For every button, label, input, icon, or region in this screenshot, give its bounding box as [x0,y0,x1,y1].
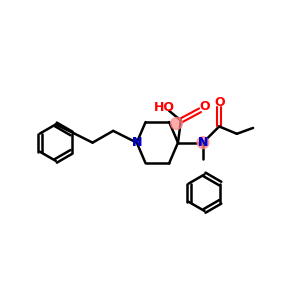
Text: O: O [214,95,224,109]
Text: N: N [132,136,142,149]
Text: N: N [198,136,208,149]
Text: HO: HO [154,101,175,114]
Circle shape [171,118,182,129]
Text: N: N [132,136,142,149]
Text: O: O [199,100,210,113]
Circle shape [197,137,209,148]
Text: N: N [198,136,208,149]
